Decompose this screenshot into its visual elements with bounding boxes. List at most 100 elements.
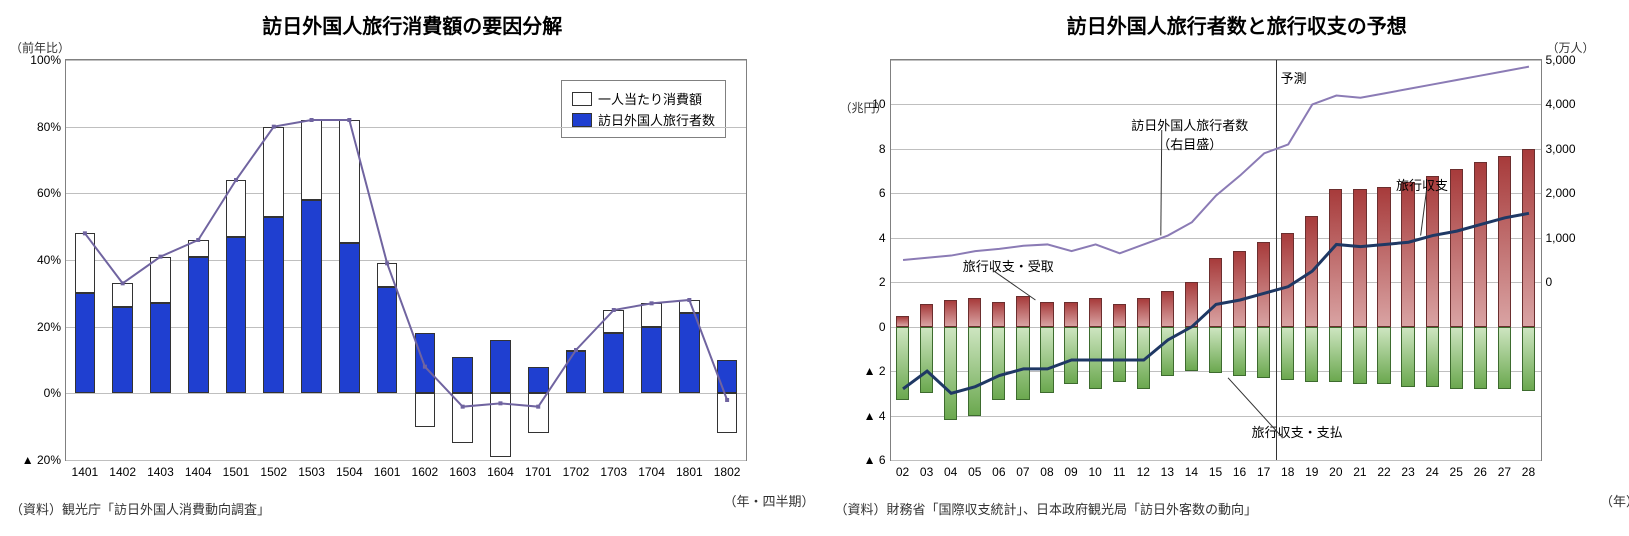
bar-visitor <box>339 243 360 393</box>
x-tick: 1704 <box>638 460 665 479</box>
y-tick: 20% <box>37 320 66 334</box>
chart2-y2-label: （万人） <box>1547 39 1595 56</box>
chart2-source: （資料）財務省「国際収支統計」、日本政府観光局「訪日外客数の動向」 <box>835 499 1258 518</box>
bar-visitor <box>490 340 511 393</box>
x-tick: 03 <box>920 460 933 479</box>
bar-receipts <box>920 304 933 326</box>
y-tick: ▲ 20% <box>22 453 66 467</box>
x-tick: 02 <box>896 460 909 479</box>
bar-payments <box>1064 327 1077 385</box>
x-tick: 1701 <box>525 460 552 479</box>
bar-receipts <box>1257 242 1270 326</box>
bar-payments <box>968 327 981 416</box>
y-tick: 60% <box>37 186 66 200</box>
bar-visitor <box>679 313 700 393</box>
gridline <box>66 60 746 61</box>
bar-payments <box>992 327 1005 400</box>
visitor-swatch <box>572 113 592 127</box>
chart1-panel: 訪日外国人旅行消費額の要因分解 （前年比） 一人当たり消費額 訪日外国人旅行者数… <box>10 10 815 518</box>
bar-receipts <box>1161 291 1174 327</box>
bar-receipts <box>1522 149 1535 327</box>
forecast-label: 予測 <box>1281 68 1307 87</box>
y1-tick: 6 <box>879 186 891 200</box>
bar-visitor <box>717 360 738 393</box>
bar-payments <box>1281 327 1294 380</box>
x-tick: 12 <box>1137 460 1150 479</box>
percap-swatch <box>572 92 592 106</box>
chart1-title: 訪日外国人旅行消費額の要因分解 <box>10 10 815 39</box>
y-tick: 80% <box>37 120 66 134</box>
x-tick: 23 <box>1401 460 1414 479</box>
bar-payments <box>1137 327 1150 389</box>
x-tick: 1401 <box>72 460 99 479</box>
bar-payments <box>1426 327 1439 387</box>
x-tick: 10 <box>1088 460 1101 479</box>
x-tick: 1404 <box>185 460 212 479</box>
x-tick: 19 <box>1305 460 1318 479</box>
bar-receipts <box>944 300 957 327</box>
bar-payments <box>1522 327 1535 391</box>
bar-receipts <box>1233 251 1246 327</box>
bar-visitor <box>301 200 322 393</box>
chart1-x-label: （年・四半期） <box>723 491 814 518</box>
x-tick: 24 <box>1425 460 1438 479</box>
bar-payments <box>1257 327 1270 378</box>
x-tick: 13 <box>1161 460 1174 479</box>
bar-visitor <box>415 333 436 393</box>
gridline <box>891 238 1541 239</box>
bar-visitor <box>452 357 473 394</box>
x-tick: 22 <box>1377 460 1390 479</box>
bar-visitor <box>112 307 133 394</box>
y-tick: 40% <box>37 253 66 267</box>
gridline <box>66 127 746 128</box>
x-tick: 28 <box>1522 460 1535 479</box>
chart-annotation: 旅行収支・受取 <box>963 256 1054 275</box>
charts-container: 訪日外国人旅行消費額の要因分解 （前年比） 一人当たり消費額 訪日外国人旅行者数… <box>10 10 1629 518</box>
bar-receipts <box>1089 298 1102 327</box>
x-tick: 1502 <box>260 460 287 479</box>
x-tick: 1801 <box>676 460 703 479</box>
x-tick: 17 <box>1257 460 1270 479</box>
x-tick: 07 <box>1016 460 1029 479</box>
bar-visitor <box>150 303 171 393</box>
chart2-panel: 訪日外国人旅行者数と旅行収支の予想 （兆円） ▲ 6▲ 4▲ 202468100… <box>835 10 1629 518</box>
gridline <box>66 393 746 394</box>
bar-visitor <box>263 217 284 394</box>
y-tick: 100% <box>30 53 66 67</box>
chart-annotation: 旅行収支・支払 <box>1252 422 1343 441</box>
gridline <box>891 60 1541 61</box>
x-tick: 1602 <box>412 460 439 479</box>
bar-receipts <box>1281 233 1294 326</box>
bar-receipts <box>1426 176 1439 327</box>
bar-payments <box>1113 327 1126 383</box>
bar-receipts <box>968 298 981 327</box>
x-tick: 11 <box>1113 460 1125 479</box>
y-tick: 0% <box>44 386 66 400</box>
bar-receipts <box>1016 296 1029 327</box>
x-tick: 04 <box>944 460 957 479</box>
bar-visitor <box>641 327 662 394</box>
bar-payments <box>1329 327 1342 383</box>
bar-receipts <box>992 302 1005 326</box>
chart2-plot-area: ▲ 6▲ 4▲ 2024681001,0002,0003,0004,0005,0… <box>890 59 1542 461</box>
y1-tick: 2 <box>879 275 891 289</box>
bar-receipts <box>1185 282 1198 326</box>
bar-percap <box>75 233 96 293</box>
gridline <box>891 416 1541 417</box>
y1-tick: ▲ 4 <box>864 409 891 423</box>
x-tick: 09 <box>1064 460 1077 479</box>
bar-payments <box>1089 327 1102 389</box>
bar-receipts <box>1329 189 1342 327</box>
bar-payments <box>1305 327 1318 383</box>
x-tick: 1603 <box>449 460 476 479</box>
x-tick: 20 <box>1329 460 1342 479</box>
x-tick: 25 <box>1450 460 1463 479</box>
bar-receipts <box>1498 156 1511 327</box>
bar-percap <box>603 310 624 333</box>
bar-percap <box>490 393 511 456</box>
bar-payments <box>1209 327 1222 374</box>
forecast-divider <box>1276 60 1277 460</box>
x-tick: 1601 <box>374 460 401 479</box>
bar-receipts <box>1401 182 1414 326</box>
bar-percap <box>339 120 360 243</box>
